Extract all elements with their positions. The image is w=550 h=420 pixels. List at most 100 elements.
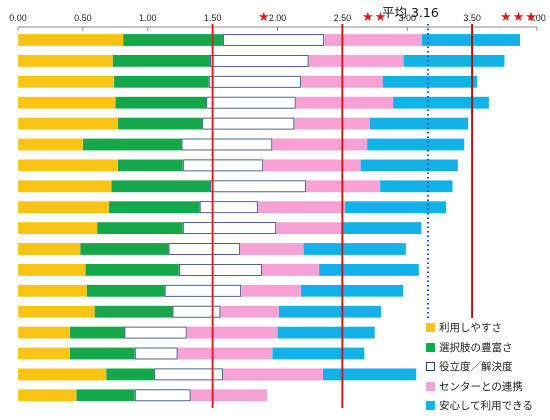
bar-segment (85, 263, 179, 276)
legend-label: 安心して利用できる (439, 400, 533, 413)
bar-segment (114, 75, 209, 88)
bar-segment (134, 347, 178, 360)
bar-segment (172, 305, 221, 318)
x-tick-label: 3.00 (398, 13, 416, 23)
x-tick-label: 2.00 (269, 13, 287, 23)
bar-segment (272, 347, 365, 360)
bar-segment (154, 368, 223, 381)
bar-segment (319, 263, 419, 276)
bar-segment (241, 284, 301, 297)
bar-segment (18, 34, 123, 46)
legend-item: 安心して利用できる (426, 396, 546, 416)
bar-segment (18, 305, 95, 318)
legend-item: 利用しやすさ (426, 318, 546, 338)
bar-segment (18, 389, 77, 402)
bar-segment (421, 34, 521, 46)
bar-segment (178, 263, 262, 276)
bar-segment (168, 243, 240, 255)
chart-legend: 利用しやすさ 選択肢の豊富さ 役立度／解決度 センターとの連携 安心して利用でき… (426, 318, 546, 416)
legend-swatch (426, 381, 435, 391)
legend-swatch (426, 362, 435, 372)
bar-segment (223, 368, 323, 381)
legend-swatch (426, 342, 435, 352)
legend-swatch (426, 401, 435, 411)
three-star-marker: ★★★ (500, 9, 538, 24)
bar-segment (18, 201, 109, 214)
bar-segment (134, 389, 191, 402)
bar-segment (108, 201, 200, 214)
bar-segment (220, 305, 279, 318)
bar-segment (106, 368, 155, 381)
bar-segment (300, 284, 404, 297)
x-tick-label: 2.50 (334, 13, 352, 23)
legend-label: センターとの連携 (439, 380, 523, 393)
bar-segment (18, 263, 86, 276)
bar-segment (182, 222, 277, 235)
average-label: 平均 3.16 (382, 5, 439, 20)
bar-segment (18, 75, 114, 88)
legend-item: センターとの連携 (426, 377, 546, 397)
bar-segment (80, 243, 169, 255)
legend-item: 選択肢の豊富さ (426, 338, 546, 358)
bar-segment (382, 75, 478, 88)
bar-segment (308, 55, 404, 67)
bar-segment (294, 117, 370, 130)
bar-segment (210, 55, 309, 67)
bar-segment (118, 117, 203, 130)
two-star-marker: ★★ (362, 9, 388, 24)
bar-segment (18, 347, 70, 360)
bar-segment (223, 34, 325, 46)
bar-segment (76, 389, 135, 402)
bar-segment (18, 96, 116, 109)
bar-segment (272, 138, 367, 151)
bar-segment (206, 96, 296, 109)
bar-segment (323, 368, 417, 381)
bar-segment (18, 180, 112, 193)
x-tick-label: 1.00 (139, 13, 157, 23)
legend-label: 選択肢の豊富さ (439, 341, 513, 354)
bar-segment (94, 305, 173, 318)
bar-segment (18, 138, 83, 151)
bar-segment (295, 96, 393, 109)
bar-segment (181, 138, 273, 151)
bar-segment (403, 55, 505, 67)
bar-segment (262, 263, 319, 276)
bar-segment (115, 96, 207, 109)
one-star-marker: ★ (258, 9, 271, 24)
bar-segment (342, 222, 422, 235)
bar-segment (118, 159, 183, 172)
bar-segment (18, 243, 81, 255)
bar-segment (367, 138, 465, 151)
bar-segment (380, 180, 453, 193)
bar-segment (111, 180, 210, 193)
bar-segment (277, 326, 375, 339)
bar-segment (18, 368, 107, 381)
legend-label: 役立度／解決度 (439, 361, 513, 374)
bar-segment (164, 284, 242, 297)
bar-segment (18, 284, 87, 297)
bar-segment (258, 201, 345, 214)
bar-segment (324, 34, 422, 46)
x-tick-label: 1.50 (204, 13, 222, 23)
bar-segment (82, 138, 182, 151)
bar-segment (97, 222, 183, 235)
bar-segment (303, 243, 406, 255)
bar-segment (278, 305, 382, 318)
bar-segment (210, 180, 306, 193)
bar-segment (360, 159, 458, 172)
bar-segment (393, 96, 489, 109)
x-tick-label: 4.00 (528, 13, 546, 23)
bar-segment (86, 284, 165, 297)
x-tick-label: 0.00 (9, 13, 27, 23)
bar-segment (70, 347, 135, 360)
bar-segment (123, 34, 223, 46)
bar-segment (182, 159, 264, 172)
bar-segment (18, 326, 70, 339)
bar-segment (263, 159, 361, 172)
bar-segment (18, 222, 98, 235)
bar-segment (186, 326, 278, 339)
bar-segment (239, 243, 304, 255)
legend-label: 利用しやすさ (439, 322, 502, 335)
x-tick-label: 3.50 (463, 13, 481, 23)
